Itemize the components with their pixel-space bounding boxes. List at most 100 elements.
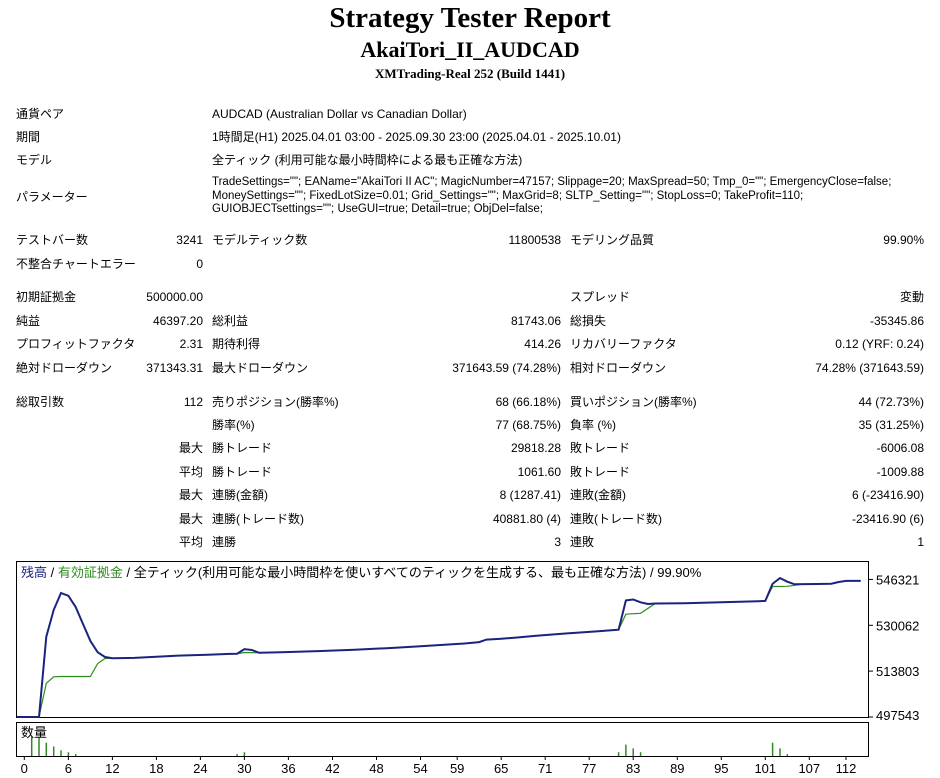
total-trades-value: 112 xyxy=(183,395,203,409)
x-tick-label: 24 xyxy=(193,761,207,776)
period-label: 期間 xyxy=(16,130,41,144)
short-positions-value: 68 (66.18%) xyxy=(495,395,561,409)
legend-balance: 残高 xyxy=(21,565,47,580)
x-tick-label: 89 xyxy=(670,761,684,776)
deposit-label: 初期証拠金 xyxy=(16,290,77,304)
period-value: 1時間足(H1) 2025.04.01 03:00 - 2025.09.30 2… xyxy=(212,130,621,144)
profit-factor-value: 2.31 xyxy=(179,337,203,351)
avg-win-value: 1061.60 xyxy=(517,465,561,479)
gross-loss-label: 総損失 xyxy=(570,314,607,328)
loss-rate-value: 35 (31.25%) xyxy=(858,418,924,432)
y-axis: 546321 530062 513803 497543 xyxy=(868,572,919,723)
y-tick-label: 497543 xyxy=(876,708,919,723)
net-profit-value: 46397.20 xyxy=(152,314,203,328)
largest-win-value: 29818.28 xyxy=(510,441,561,455)
symbol-label: 通貨ペア xyxy=(16,107,65,121)
mismatch-value: 0 xyxy=(196,257,203,271)
mismatch-label: 不整合チャートエラー xyxy=(16,257,136,271)
x-tick-label: 59 xyxy=(450,761,464,776)
model-value: 全ティック (利用可能な最小時間枠による最も正確な方法) xyxy=(212,153,523,167)
ticks-value: 11800538 xyxy=(508,233,562,247)
average-qualifier: 平均 xyxy=(178,465,203,479)
rel-drawdown-label: 相対ドローダウン xyxy=(570,361,667,375)
report-subtitle: AkaiTori_II_AUDCAD xyxy=(360,37,580,62)
spread-value: 変動 xyxy=(899,290,924,304)
cons-win-count-label: 連勝(トレード数) xyxy=(212,512,304,526)
profit-factor-label: プロフィットファクタ xyxy=(16,337,136,351)
x-tick-label: 107 xyxy=(798,761,820,776)
recovery-factor-value: 0.12 (YRF: 0.24) xyxy=(835,337,924,351)
cons-loss-count-value: -23416.90 (6) xyxy=(851,512,924,526)
legend-sep: / xyxy=(47,565,58,580)
loss-rate-label: 負率 (%) xyxy=(570,418,616,432)
params-line: TradeSettings=""; EAName="AkaiTori II AC… xyxy=(212,176,892,188)
expected-payoff-label: 期待利得 xyxy=(212,337,261,351)
average-qualifier: 平均 xyxy=(178,535,203,549)
largest-loss-label: 敗トレード xyxy=(570,441,631,455)
chart-legend: 残高 / 有効証拠金 / 全ティック(利用可能な最小時間枠を使いすべてのティック… xyxy=(21,565,702,580)
volume-bars xyxy=(30,737,789,756)
quality-value: 99.90% xyxy=(883,233,924,247)
spread-label: スプレッド xyxy=(570,290,631,304)
largest-loss-value: -6006.08 xyxy=(876,441,924,455)
total-trades-label: 総取引数 xyxy=(16,395,65,409)
main-plot-frame xyxy=(16,561,869,718)
model-label: モデル xyxy=(16,153,53,167)
long-positions-label: 買いポジション(勝率%) xyxy=(570,395,697,409)
balance-equity-chart: 546321 530062 513803 497543 0 6 12 18 24 30 36 42 4… xyxy=(16,561,919,776)
max-drawdown-label: 最大ドローダウン xyxy=(212,361,309,375)
volume-plot-frame xyxy=(16,722,869,757)
y-tick-label: 530062 xyxy=(876,618,919,633)
x-tick-label: 101 xyxy=(754,761,776,776)
recovery-factor-label: リカバリーファクタ xyxy=(570,337,677,351)
gross-loss-value: -35345.86 xyxy=(869,314,924,328)
win-rate-value: 77 (68.75%) xyxy=(495,418,561,432)
legend-description: / 全ティック(利用可能な最小時間枠を使いすべてのティックを生成する、最も正確な… xyxy=(123,565,702,580)
x-tick-label: 54 xyxy=(413,761,427,776)
x-tick-label: 6 xyxy=(65,761,72,776)
y-tick-label: 513803 xyxy=(876,664,919,679)
long-positions-value: 44 (72.73%) xyxy=(858,395,924,409)
x-tick-label: 83 xyxy=(626,761,640,776)
params-value: TradeSettings=""; EAName="AkaiTori II AC… xyxy=(212,176,932,217)
server-info: XMTrading-Real 252 (Build 1441) xyxy=(374,66,566,81)
rel-drawdown-value: 74.28% (371643.59) xyxy=(815,361,924,375)
params-label: パラメーター xyxy=(16,190,88,204)
x-tick-label: 18 xyxy=(149,761,163,776)
avg-win-label: 勝トレード xyxy=(212,465,273,479)
largest-qualifier: 最大 xyxy=(178,441,203,455)
x-tick-label: 48 xyxy=(369,761,383,776)
avg-cons-loss-value: 1 xyxy=(917,535,924,549)
cons-loss-amount-value: 6 (-23416.90) xyxy=(851,488,924,502)
x-tick-label: 42 xyxy=(325,761,339,776)
abs-drawdown-label: 絶対ドローダウン xyxy=(16,361,113,375)
x-tick-label: 36 xyxy=(281,761,295,776)
legend-equity: 有効証拠金 xyxy=(58,565,123,580)
x-tick-label: 71 xyxy=(538,761,552,776)
avg-loss-value: -1009.88 xyxy=(876,465,924,479)
x-tick-label: 0 xyxy=(21,761,28,776)
avg-cons-win-label: 連勝 xyxy=(212,535,237,549)
avg-cons-win-value: 3 xyxy=(554,535,561,549)
balance-line xyxy=(17,576,861,718)
win-rate-label: 勝率(%) xyxy=(212,418,255,432)
abs-drawdown-value: 371343.31 xyxy=(146,361,203,375)
deposit-value: 500000.00 xyxy=(146,290,203,304)
max-qualifier: 最大 xyxy=(178,512,203,526)
avg-cons-loss-label: 連敗 xyxy=(570,535,595,549)
largest-win-label: 勝トレード xyxy=(212,441,273,455)
volume-label: 数量 xyxy=(21,725,47,740)
cons-win-amount-label: 連勝(金額) xyxy=(212,488,268,502)
x-tick-label: 12 xyxy=(105,761,119,776)
x-tick-label: 95 xyxy=(714,761,728,776)
x-tick-label: 112 xyxy=(836,761,857,776)
cons-win-amount-value: 8 (1287.41) xyxy=(499,488,561,502)
params-line: GUIOBJECTsettings=""; UseGUI=true; Detai… xyxy=(212,203,543,215)
report-title: Strategy Tester Report xyxy=(329,2,611,34)
ticks-label: モデルティック数 xyxy=(212,233,308,247)
bars-value: 3241 xyxy=(176,233,203,247)
bars-label: テストバー数 xyxy=(16,233,89,247)
max-drawdown-value: 371643.59 (74.28%) xyxy=(452,361,561,375)
x-tick-label: 65 xyxy=(494,761,508,776)
x-axis: 0 6 12 18 24 30 36 42 48 54 59 65 71 77 83 89 95 101 107 11… xyxy=(21,756,857,776)
